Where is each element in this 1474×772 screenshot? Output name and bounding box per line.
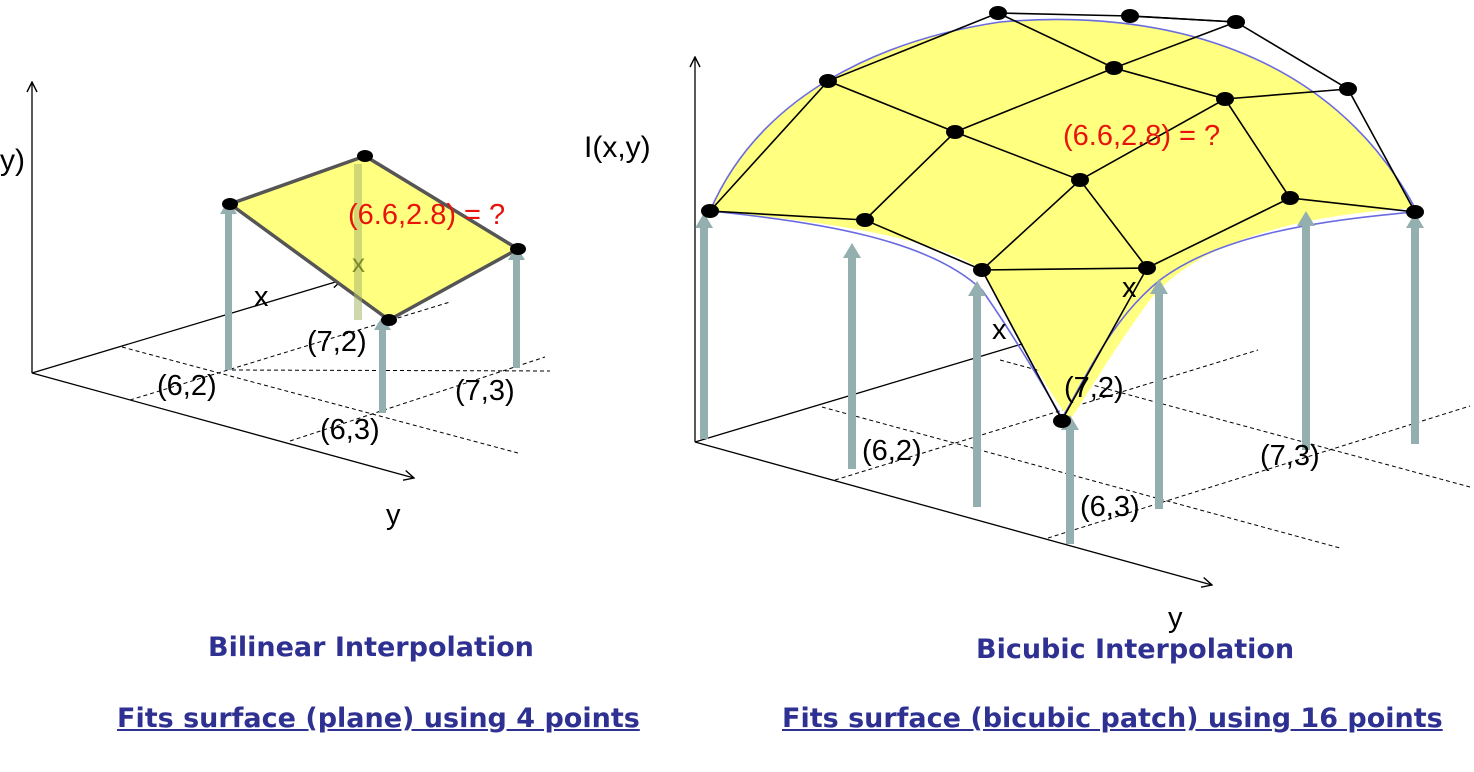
bilinear-subtitle-link[interactable]: Fits surface (plane) using 4 points — [117, 703, 640, 734]
bicubic-subtitle-link[interactable]: Fits surface (bicubic patch) using 16 po… — [782, 703, 1443, 734]
bicubic-inner-x-label: x — [1122, 272, 1137, 304]
value-arrow — [695, 213, 713, 439]
bicubic-boundary-curve — [709, 18, 1416, 212]
sample-point — [1216, 92, 1234, 106]
bilinear-plane-surface — [228, 154, 520, 322]
bicubic-point-label-7-3: (7,3) — [1260, 440, 1320, 472]
sample-point — [381, 314, 397, 326]
value-arrow — [1150, 279, 1168, 509]
value-arrow — [508, 246, 525, 368]
sample-point — [856, 213, 874, 227]
bilinear-y-axis-label: y — [386, 499, 401, 531]
bicubic-title: Bicubic Interpolation — [976, 634, 1295, 665]
sample-point — [510, 243, 526, 255]
sample-point — [946, 125, 964, 139]
sample-point — [1053, 414, 1071, 428]
sample-point — [1121, 9, 1139, 23]
sample-point — [222, 198, 238, 210]
bilinear-query-label: (6.6,2.8) = ? — [348, 199, 505, 231]
bicubic-sample-points — [701, 6, 1424, 428]
bilinear-sample-points — [222, 150, 526, 326]
bicubic-y-axis-label: y — [1168, 602, 1183, 634]
sample-point — [1138, 261, 1156, 275]
sample-point — [973, 263, 991, 277]
sample-point — [357, 150, 373, 162]
sample-point — [1227, 15, 1245, 29]
value-arrow — [968, 281, 986, 507]
bicubic-x-axis-label: x — [992, 314, 1007, 346]
value-arrow — [374, 316, 391, 413]
value-arrow — [220, 200, 237, 370]
sample-point — [701, 204, 719, 218]
bicubic-point-label-6-3: (6,3) — [1080, 491, 1140, 523]
bilinear-inner-x-label: x — [352, 248, 365, 278]
bilinear-y-axis — [31, 372, 414, 478]
bilinear-x-axis-label: x — [254, 281, 269, 313]
sample-point — [1071, 173, 1089, 187]
bilinear-x-axis — [31, 280, 342, 374]
value-arrow — [1061, 415, 1079, 544]
bicubic-query-label: (6.6,2.8) = ? — [1063, 120, 1220, 152]
bilinear-grid-lines — [121, 301, 551, 454]
bilinear-point-label-7-3: (7,3) — [455, 375, 515, 407]
value-arrow — [1297, 211, 1315, 450]
bicubic-value-arrows — [695, 211, 1424, 544]
bicubic-point-label-6-2: (6,2) — [862, 435, 922, 467]
value-arrow — [354, 164, 362, 320]
sample-point — [1281, 191, 1299, 205]
bicubic-point-label-7-2: (7,2) — [1064, 372, 1124, 404]
bilinear-point-label-7-2: (7,2) — [307, 326, 367, 358]
sample-point — [1406, 205, 1424, 219]
bilinear-point-label-6-3: (6,3) — [320, 414, 380, 446]
bilinear-title: Bilinear Interpolation — [208, 632, 534, 663]
sample-point — [1339, 82, 1357, 96]
bilinear-point-label-6-2: (6,2) — [157, 370, 217, 402]
bicubic-diagram: I(x,y) x x y (6.6,2.8) = ? (6,2) (7,2) (… — [584, 6, 1471, 634]
bicubic-grid-lines — [821, 349, 1471, 549]
bilinear-axis-label-partial: y) — [0, 144, 25, 177]
bilinear-diagram: y) x x y (6.6,2.8) = ? (6,2) (7,2) (6,3)… — [0, 82, 551, 531]
bicubic-y-axis — [694, 441, 1212, 585]
sample-point — [989, 6, 1007, 20]
bicubic-z-axis-label: I(x,y) — [584, 131, 651, 164]
sample-point — [819, 74, 837, 88]
value-arrow — [1406, 213, 1424, 444]
value-arrow — [843, 243, 861, 469]
sample-point — [1105, 61, 1123, 75]
